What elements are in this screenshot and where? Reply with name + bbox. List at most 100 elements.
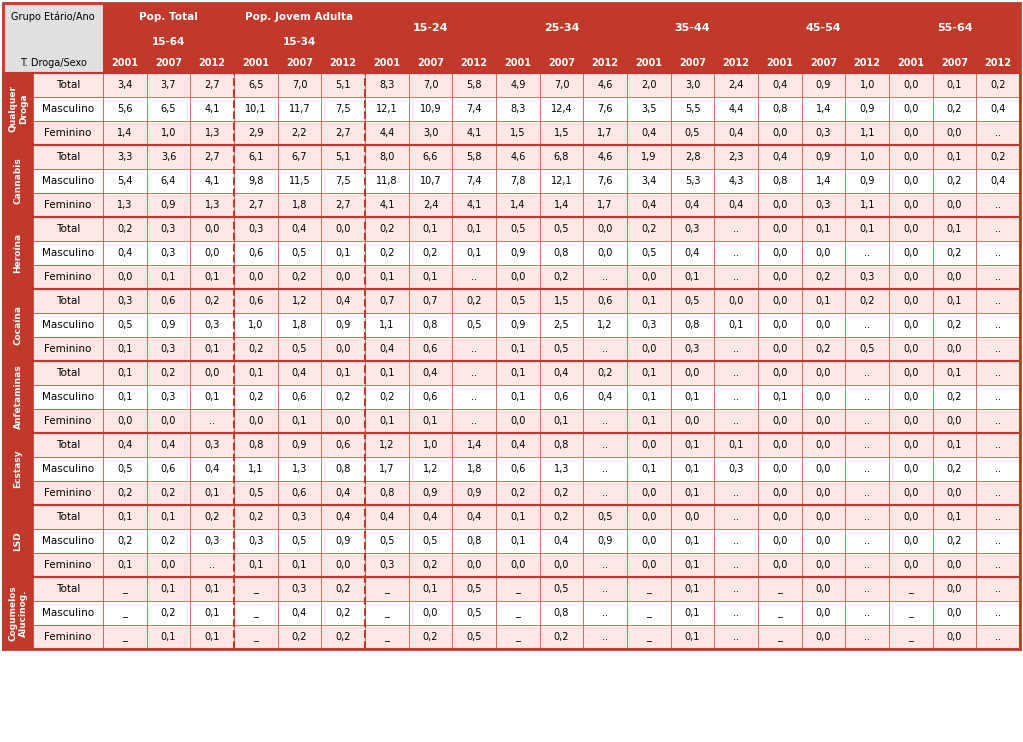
Bar (277, 481, 321, 505)
Text: 0,0: 0,0 (815, 488, 831, 498)
Bar (583, 481, 627, 505)
Bar (496, 169, 540, 193)
Bar (714, 553, 758, 577)
Bar (103, 265, 146, 289)
Bar (583, 73, 627, 97)
Text: 0,5: 0,5 (292, 536, 307, 546)
Text: ..: .. (603, 584, 608, 594)
Text: _: _ (647, 608, 652, 618)
Text: 0,4: 0,4 (684, 200, 700, 210)
Text: 6,8: 6,8 (553, 152, 569, 162)
Bar (758, 625, 802, 649)
Text: _: _ (254, 632, 258, 642)
Bar (234, 193, 277, 217)
Bar (3, 577, 1020, 649)
Bar (190, 169, 234, 193)
Bar (408, 457, 452, 481)
Bar (933, 553, 976, 577)
Bar (33, 337, 103, 361)
Text: 0,4: 0,4 (466, 512, 482, 522)
Text: 0,2: 0,2 (422, 560, 438, 570)
Bar (496, 97, 540, 121)
Text: 0,4: 0,4 (205, 464, 220, 474)
Text: ..: .. (603, 344, 608, 354)
Text: T. Droga/Sexo: T. Droga/Sexo (19, 58, 86, 68)
Bar (714, 529, 758, 553)
Text: 0,1: 0,1 (205, 488, 220, 498)
Bar (321, 409, 365, 433)
Bar (365, 457, 408, 481)
Bar (976, 265, 1020, 289)
Bar (146, 409, 190, 433)
Text: 1,0: 1,0 (249, 320, 264, 330)
Text: 0,3: 0,3 (161, 392, 176, 402)
Text: 0,8: 0,8 (684, 320, 700, 330)
Text: 0,0: 0,0 (903, 488, 919, 498)
Bar (845, 577, 889, 601)
Bar (627, 3, 758, 53)
Bar (714, 241, 758, 265)
Text: 0,1: 0,1 (684, 608, 700, 618)
Text: 0,6: 0,6 (161, 296, 176, 306)
Text: 0,0: 0,0 (903, 320, 919, 330)
Bar (408, 553, 452, 577)
Text: 9,8: 9,8 (249, 176, 264, 186)
Bar (671, 409, 714, 433)
Bar (452, 265, 496, 289)
Text: 0,1: 0,1 (205, 272, 220, 282)
Text: 0,5: 0,5 (510, 296, 526, 306)
Bar (671, 121, 714, 145)
Text: 0,1: 0,1 (380, 416, 395, 426)
Bar (976, 409, 1020, 433)
Text: ..: .. (603, 416, 608, 426)
Bar (802, 145, 845, 169)
Bar (976, 505, 1020, 529)
Text: 0,2: 0,2 (990, 152, 1006, 162)
Bar (408, 145, 452, 169)
Bar (496, 241, 540, 265)
Bar (933, 145, 976, 169)
Bar (321, 625, 365, 649)
Text: 0,0: 0,0 (903, 512, 919, 522)
Bar (976, 53, 1020, 73)
Bar (33, 97, 103, 121)
Text: ..: .. (995, 224, 1002, 234)
Bar (277, 73, 321, 97)
Bar (889, 265, 933, 289)
Text: 1,9: 1,9 (641, 152, 657, 162)
Bar (365, 169, 408, 193)
Text: 1,5: 1,5 (553, 296, 569, 306)
Text: 0,1: 0,1 (118, 512, 133, 522)
Text: 0,5: 0,5 (553, 584, 569, 594)
Bar (889, 193, 933, 217)
Text: 0,2: 0,2 (466, 296, 482, 306)
Text: 0,5: 0,5 (684, 128, 701, 138)
Text: ..: .. (864, 416, 871, 426)
Text: 0,1: 0,1 (641, 416, 657, 426)
Text: 2012: 2012 (853, 58, 881, 68)
Text: 8,3: 8,3 (510, 104, 526, 114)
Bar (190, 121, 234, 145)
Text: 0,5: 0,5 (859, 344, 875, 354)
Text: 5,1: 5,1 (336, 80, 351, 90)
Text: 5,8: 5,8 (466, 80, 482, 90)
Text: 4,1: 4,1 (205, 104, 220, 114)
Bar (671, 601, 714, 625)
Bar (933, 337, 976, 361)
Text: 0,0: 0,0 (903, 272, 919, 282)
Bar (933, 53, 976, 73)
Text: 0,2: 0,2 (946, 320, 963, 330)
Bar (365, 217, 408, 241)
Text: 0,0: 0,0 (772, 440, 788, 450)
Bar (321, 169, 365, 193)
Text: 0,3: 0,3 (292, 584, 307, 594)
Bar (365, 481, 408, 505)
Bar (452, 529, 496, 553)
Text: 0,1: 0,1 (118, 392, 133, 402)
Text: ..: .. (864, 464, 871, 474)
Text: 0,0: 0,0 (947, 608, 963, 618)
Text: 0,9: 0,9 (161, 320, 176, 330)
Text: 2001: 2001 (242, 58, 269, 68)
Text: 15-34: 15-34 (282, 37, 316, 47)
Text: _: _ (516, 608, 521, 618)
